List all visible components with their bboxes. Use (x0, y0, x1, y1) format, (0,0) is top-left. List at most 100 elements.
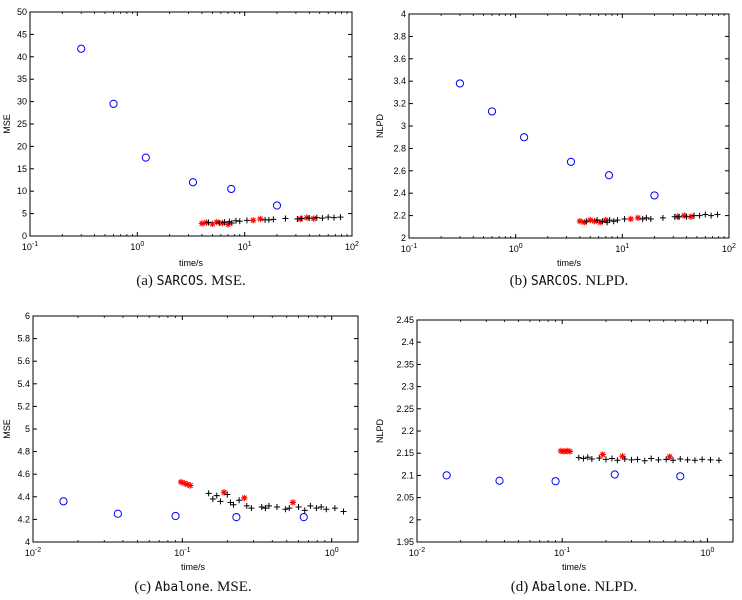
data-point-plus (282, 506, 289, 513)
x-axis-label-b: time/s (557, 258, 582, 268)
data-point-plus (216, 220, 223, 227)
x-tick-base: 10 (401, 244, 411, 254)
y-axis-label-c: MSE (2, 419, 12, 439)
data-point-plus (230, 501, 237, 508)
data-point-plus (295, 503, 302, 510)
caption-a-rest: . MSE. (204, 273, 246, 289)
y-tick-label-a: 45 (17, 29, 27, 39)
data-point-plus (639, 215, 646, 222)
y-tick-label-d: 2.45 (396, 315, 414, 325)
data-point-plus (634, 456, 641, 463)
data-point-plus (648, 455, 655, 462)
x-tick-exponent: 1 (625, 243, 629, 250)
data-point-plus (265, 502, 272, 509)
data-point-plus (702, 211, 709, 218)
x-tick-label-c: 10-2 (25, 547, 41, 558)
data-point-plus (610, 218, 617, 225)
data-point-star (619, 453, 626, 460)
data-point-plus (227, 499, 234, 506)
data-point-star (209, 220, 216, 228)
data-point-plus (621, 455, 628, 462)
x-tick-label-d: 10-1 (554, 547, 570, 558)
y-tick-label-c: 5.6 (17, 356, 30, 366)
plot-frame-b (408, 13, 730, 239)
x-tick-base: 10 (325, 548, 335, 558)
caption-d-dataset: Abalone (532, 580, 587, 595)
plot-frame-c (32, 315, 359, 543)
data-point-plus (286, 505, 293, 512)
y-tick-label-a: 0 (22, 231, 27, 241)
x-tick-label-b: 102 (722, 243, 736, 254)
caption-c-rest: . MSE. (210, 579, 252, 595)
data-point-circle (566, 157, 576, 166)
data-point-star (187, 482, 194, 489)
y-tick-label-a: 35 (17, 74, 27, 84)
plot-frame-a (29, 11, 353, 237)
data-point-plus (696, 212, 703, 219)
data-point-star (596, 219, 604, 226)
y-tick-label-d: 2.35 (396, 359, 414, 369)
caption-b-prefix: (b) (510, 273, 528, 289)
data-point-circle (141, 153, 150, 162)
data-point-star (599, 451, 606, 458)
data-point-plus (213, 492, 220, 499)
y-tick-label-b: 3.6 (393, 54, 406, 64)
data-point-plus (273, 503, 280, 510)
x-tick-base: 10 (700, 548, 710, 558)
x-tick-base: 10 (554, 548, 564, 558)
caption-b-dataset: SARCOS (531, 274, 578, 289)
x-tick-exponent: 2 (355, 241, 359, 248)
y-axis-label-d: NLPD (375, 419, 385, 444)
x-tick-exponent: -2 (419, 547, 425, 554)
data-point-plus (262, 505, 269, 512)
panel-b: 10-1 100 101 10222.22.42.62.833.23.43.63.84… (375, 9, 736, 289)
y-tick-label-c: 4.2 (17, 514, 30, 524)
data-point-plus (270, 216, 277, 223)
x-tick-exponent: -1 (32, 241, 38, 248)
x-tick-base: 10 (25, 548, 35, 558)
y-tick-label-c: 6 (25, 311, 30, 321)
y-tick-label-c: 5 (25, 424, 30, 434)
panel-d: 10-2 10-1 1001.9522.052.12.152.22.252.32.3… (375, 315, 734, 595)
data-point-star (241, 494, 248, 502)
y-tick-label-a: 25 (17, 119, 27, 129)
data-point-plus (205, 490, 212, 497)
data-point-plus (663, 456, 670, 463)
y-tick-label-d: 2.4 (401, 337, 414, 347)
data-point-circle (604, 171, 614, 180)
data-point-star (184, 481, 191, 488)
data-point-plus (606, 217, 613, 224)
y-tick-label-a: 50 (17, 7, 27, 17)
data-point-plus (643, 214, 650, 221)
x-tick-label-b: 100 (509, 243, 523, 254)
data-point-plus (699, 456, 706, 463)
x-tick-exponent: 0 (519, 243, 523, 250)
data-point-plus (614, 457, 621, 464)
x-tick-label-a: 102 (345, 241, 359, 252)
data-point-circle (442, 471, 451, 480)
data-point-circle (455, 79, 464, 88)
data-point-plus (659, 214, 666, 221)
data-point-star (581, 219, 588, 226)
caption-b-rest: . NLPD. (578, 273, 628, 289)
y-tick-label-b: 2.8 (393, 143, 406, 153)
x-tick-base: 10 (238, 242, 248, 252)
data-point-star (310, 215, 317, 222)
data-point-plus (614, 217, 621, 224)
data-point-plus (580, 455, 587, 462)
data-point-star (566, 448, 574, 455)
x-tick-label-b: 101 (615, 243, 629, 254)
x-tick-label-d: 100 (700, 547, 714, 558)
x-tick-base: 10 (174, 548, 184, 558)
y-tick-label-a: 20 (17, 141, 27, 151)
data-point-plus (282, 215, 289, 222)
data-point-star (181, 480, 188, 487)
y-tick-label-c: 4.6 (17, 469, 30, 479)
data-point-circle (299, 513, 308, 522)
data-point-circle (77, 44, 86, 53)
data-point-star (634, 214, 642, 222)
caption-d-prefix: (d) (511, 579, 529, 595)
data-point-plus (583, 218, 590, 225)
